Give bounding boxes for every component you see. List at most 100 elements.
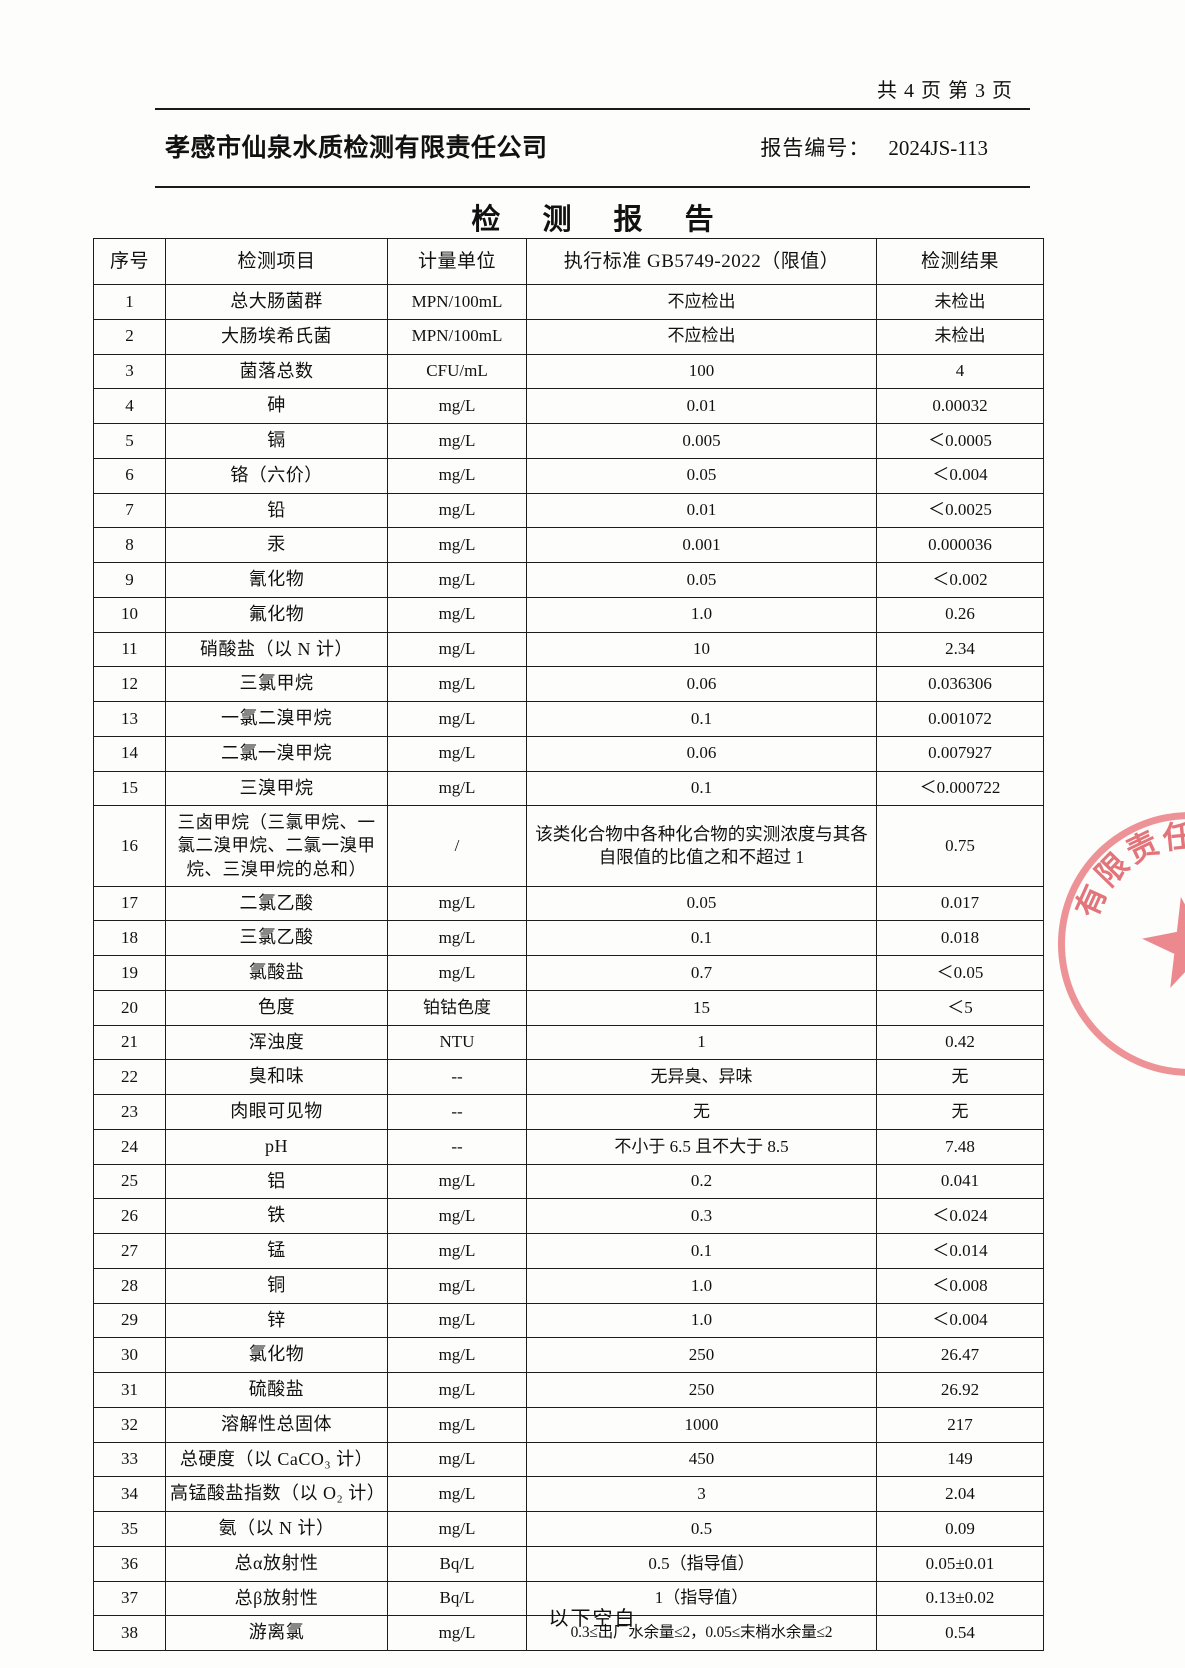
cell-standard: 0.1 [526, 701, 877, 737]
cell-result: 26.92 [876, 1372, 1044, 1408]
cell-unit: mg/L [387, 492, 527, 529]
cell-no: 11 [93, 631, 166, 668]
cell-result: 0.26 [876, 596, 1044, 633]
cell-no: 36 [93, 1545, 166, 1582]
cell-standard: 0.1 [526, 770, 877, 807]
cell-no: 22 [93, 1059, 166, 1096]
cell-result: 0.017 [876, 885, 1044, 922]
table-row: 8 汞 mg/L 0.001 0.000036 [93, 527, 1044, 564]
cell-unit: mg/L [387, 1476, 527, 1513]
cell-item: 臭和味 [165, 1059, 388, 1096]
report-number-label: 报告编号： [760, 136, 871, 160]
cell-result: ＜5 [876, 989, 1044, 1026]
cell-result: 0.001072 [876, 701, 1044, 737]
cell-item: 溶解性总固体 [165, 1406, 388, 1443]
cell-item: 铜 [165, 1267, 388, 1304]
cell-standard: 该类化合物中各种化合物的实测浓度与其各自限值的比值之和不超过 1 [526, 805, 877, 887]
cell-unit: NTU [387, 1024, 527, 1061]
table-row: 24 pH -- 不小于 6.5 且不大于 8.5 7.48 [93, 1128, 1044, 1165]
cell-result: 0.00032 [876, 388, 1044, 425]
page-title: 检 测 报 告 [471, 202, 730, 236]
cell-result: ＜0.002 [876, 562, 1044, 598]
table-header-row: 序号 检测项目 计量单位 执行标准 GB5749-2022（限值） 检测结果 [93, 237, 1044, 286]
cell-no: 32 [93, 1406, 166, 1443]
cell-standard: 不应检出 [526, 318, 877, 355]
cell-standard: 0.001 [526, 527, 877, 564]
table-row: 5 镉 mg/L 0.005 ＜0.0005 [93, 423, 1044, 459]
cell-item: 三卤甲烷（三氯甲烷、一氯二溴甲烷、二氯一溴甲烷、三溴甲烷的总和） [165, 805, 388, 887]
report-number-value: 2024JS-113 [888, 136, 988, 160]
cell-item: 大肠埃希氏菌 [165, 318, 388, 355]
cell-standard: 100 [526, 353, 877, 390]
cell-unit: mg/L [387, 1302, 527, 1339]
cell-standard: 0.5（指导值） [526, 1545, 877, 1582]
cell-unit: / [387, 805, 527, 887]
results-table-body: 1 总大肠菌群 MPN/100mL 不应检出 未检出 2 大肠埃希氏菌 MPN/100mL 不应… [93, 284, 1044, 1652]
cell-standard: 0.06 [526, 735, 877, 772]
cell-standard: 无 [526, 1094, 877, 1130]
cell-unit: mg/L [387, 1406, 527, 1443]
table-row: 14 二氯一溴甲烷 mg/L 0.06 0.007927 [93, 735, 1044, 772]
cell-no: 2 [93, 318, 166, 355]
cell-no: 21 [93, 1024, 166, 1061]
table-row: 26 铁 mg/L 0.3 ＜0.024 [93, 1198, 1044, 1235]
table-row: 11 硝酸盐（以 N 计） mg/L 10 2.34 [93, 631, 1044, 668]
cell-no: 8 [93, 527, 166, 564]
cell-item: 色度 [165, 989, 388, 1026]
table-row: 13 一氯二溴甲烷 mg/L 0.1 0.001072 [93, 701, 1044, 737]
cell-item: 镉 [165, 423, 388, 459]
cell-unit: CFU/mL [387, 353, 527, 390]
cell-no: 31 [93, 1372, 166, 1408]
cell-result: 0.09 [876, 1511, 1044, 1547]
table-row: 31 硫酸盐 mg/L 250 26.92 [93, 1372, 1044, 1408]
cell-standard: 250 [526, 1372, 877, 1408]
cell-standard: 1.0 [526, 596, 877, 633]
cell-standard: 0.01 [526, 388, 877, 425]
cell-no: 7 [93, 492, 166, 529]
official-stamp-clip: 有限责任公司 [1055, 800, 1185, 1080]
cell-standard: 0.05 [526, 457, 877, 494]
cell-item: 游离氯 [165, 1615, 388, 1652]
cell-no: 20 [93, 989, 166, 1026]
table-row: 1 总大肠菌群 MPN/100mL 不应检出 未检出 [93, 284, 1044, 320]
cell-standard: 10 [526, 631, 877, 668]
cell-standard: 0.05 [526, 885, 877, 922]
cell-item: 硫酸盐 [165, 1372, 388, 1408]
cell-unit: mg/L [387, 1267, 527, 1304]
table-row: 22 臭和味 -- 无异臭、异味无 [93, 1059, 1044, 1096]
cell-item: 浑浊度 [165, 1024, 388, 1061]
cell-unit: mg/L [387, 1511, 527, 1547]
cell-standard: 0.7 [526, 955, 877, 991]
table-row: 10 氟化物 mg/L 1.0 0.26 [93, 596, 1044, 633]
page-counter: 共 4 页 第 3 页 [877, 80, 1013, 102]
column-header-no: 序号 [93, 237, 166, 286]
cell-result: 未检出 [876, 318, 1044, 355]
table-row: 32 溶解性总固体 mg/L 1000 217 [93, 1406, 1044, 1443]
cell-unit: mg/L [387, 1615, 527, 1652]
table-row: 30 氯化物 mg/L 250 26.47 [93, 1337, 1044, 1374]
cell-item: 氨（以 N 计） [165, 1511, 388, 1547]
cell-result: 4 [876, 353, 1044, 390]
cell-standard: 450 [526, 1441, 877, 1478]
cell-result: ＜0.004 [876, 457, 1044, 494]
cell-result: ＜0.0025 [876, 492, 1044, 529]
cell-standard: 0.1 [526, 1233, 877, 1269]
company-name: 孝感市仙泉水质检测有限责任公司 [165, 133, 548, 162]
cell-no: 37 [93, 1580, 166, 1617]
cell-standard: 1.0 [526, 1267, 877, 1304]
results-table-container: 序号 检测项目 计量单位 执行标准 GB5749-2022（限值） 检测结果 1… [93, 237, 1044, 1652]
column-header-item: 检测项目 [165, 237, 388, 286]
cell-unit: Bq/L [387, 1545, 527, 1582]
cell-standard: 0.005 [526, 423, 877, 459]
cell-result: ＜0.004 [876, 1302, 1044, 1339]
cell-item: 氟化物 [165, 596, 388, 633]
cell-item: 铬（六价） [165, 457, 388, 494]
cell-result: 0.54 [876, 1615, 1044, 1652]
results-table: 序号 检测项目 计量单位 执行标准 GB5749-2022（限值） 检测结果 1… [93, 237, 1044, 1652]
table-row: 15 三溴甲烷 mg/L 0.1 ＜0.000722 [93, 770, 1044, 807]
report-number: 报告编号： 2024JS-113 [760, 132, 988, 162]
cell-standard: 0.01 [526, 492, 877, 529]
table-row: 3 菌落总数 CFU/mL 100 4 [93, 353, 1044, 390]
cell-unit: MPN/100mL [387, 284, 527, 320]
